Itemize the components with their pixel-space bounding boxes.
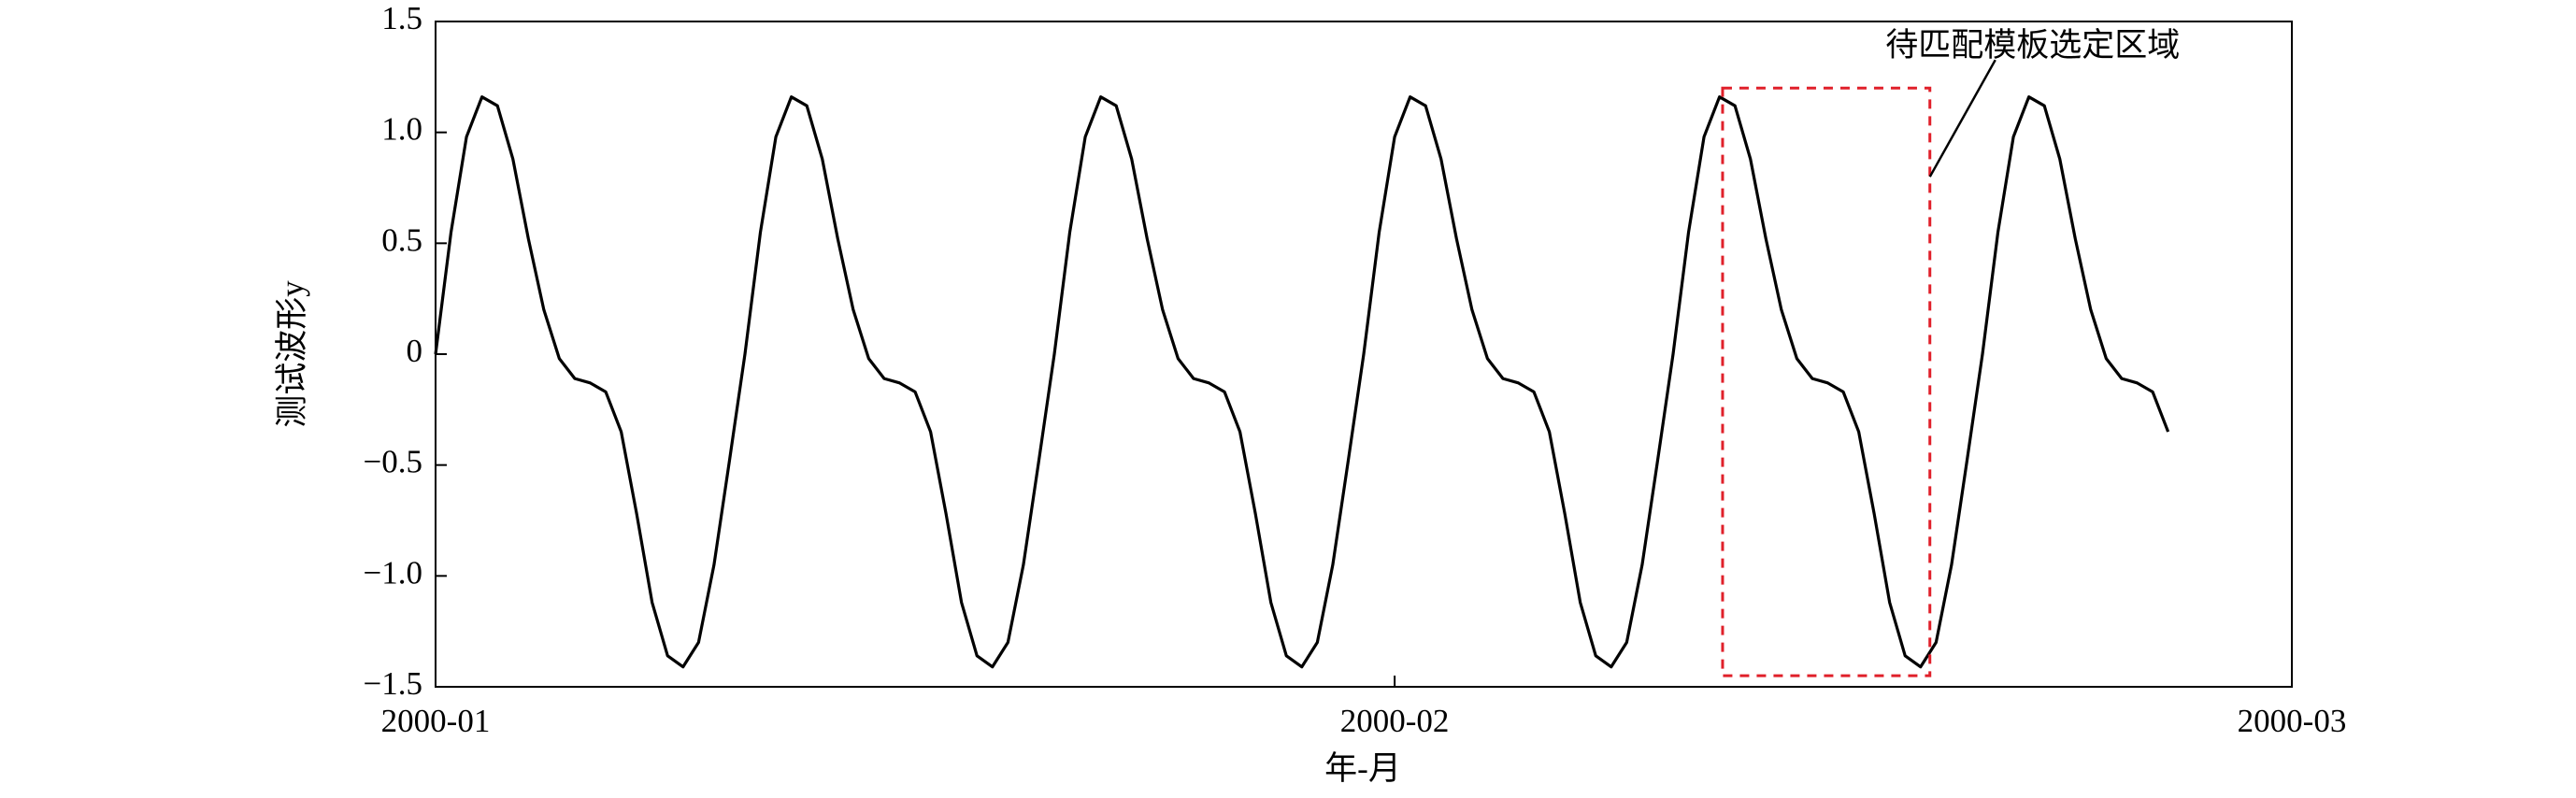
x-tick-label: 2000-02 (1340, 703, 1450, 739)
template-region (1721, 86, 1932, 677)
y-tick-label: 0.5 (381, 221, 422, 258)
line-series (434, 95, 2170, 669)
y-tick-label: 1.5 (381, 0, 422, 36)
x-axis-label: 年-月 (1324, 750, 1401, 787)
annotation-leader (1928, 59, 1996, 178)
y-tick-label: −0.5 (364, 444, 423, 480)
annotation-label: 待匹配模板选定区域 (1885, 27, 2180, 64)
y-tick-label: −1.0 (364, 554, 423, 591)
y-tick-label: −1.5 (364, 665, 423, 702)
x-tick-label: 2000-01 (381, 703, 491, 739)
y-tick-label: 1.0 (381, 111, 422, 148)
y-axis-label: 测试波形y (274, 280, 310, 428)
y-tick-label: 0 (407, 333, 423, 369)
x-tick-label: 2000-03 (2238, 703, 2347, 739)
